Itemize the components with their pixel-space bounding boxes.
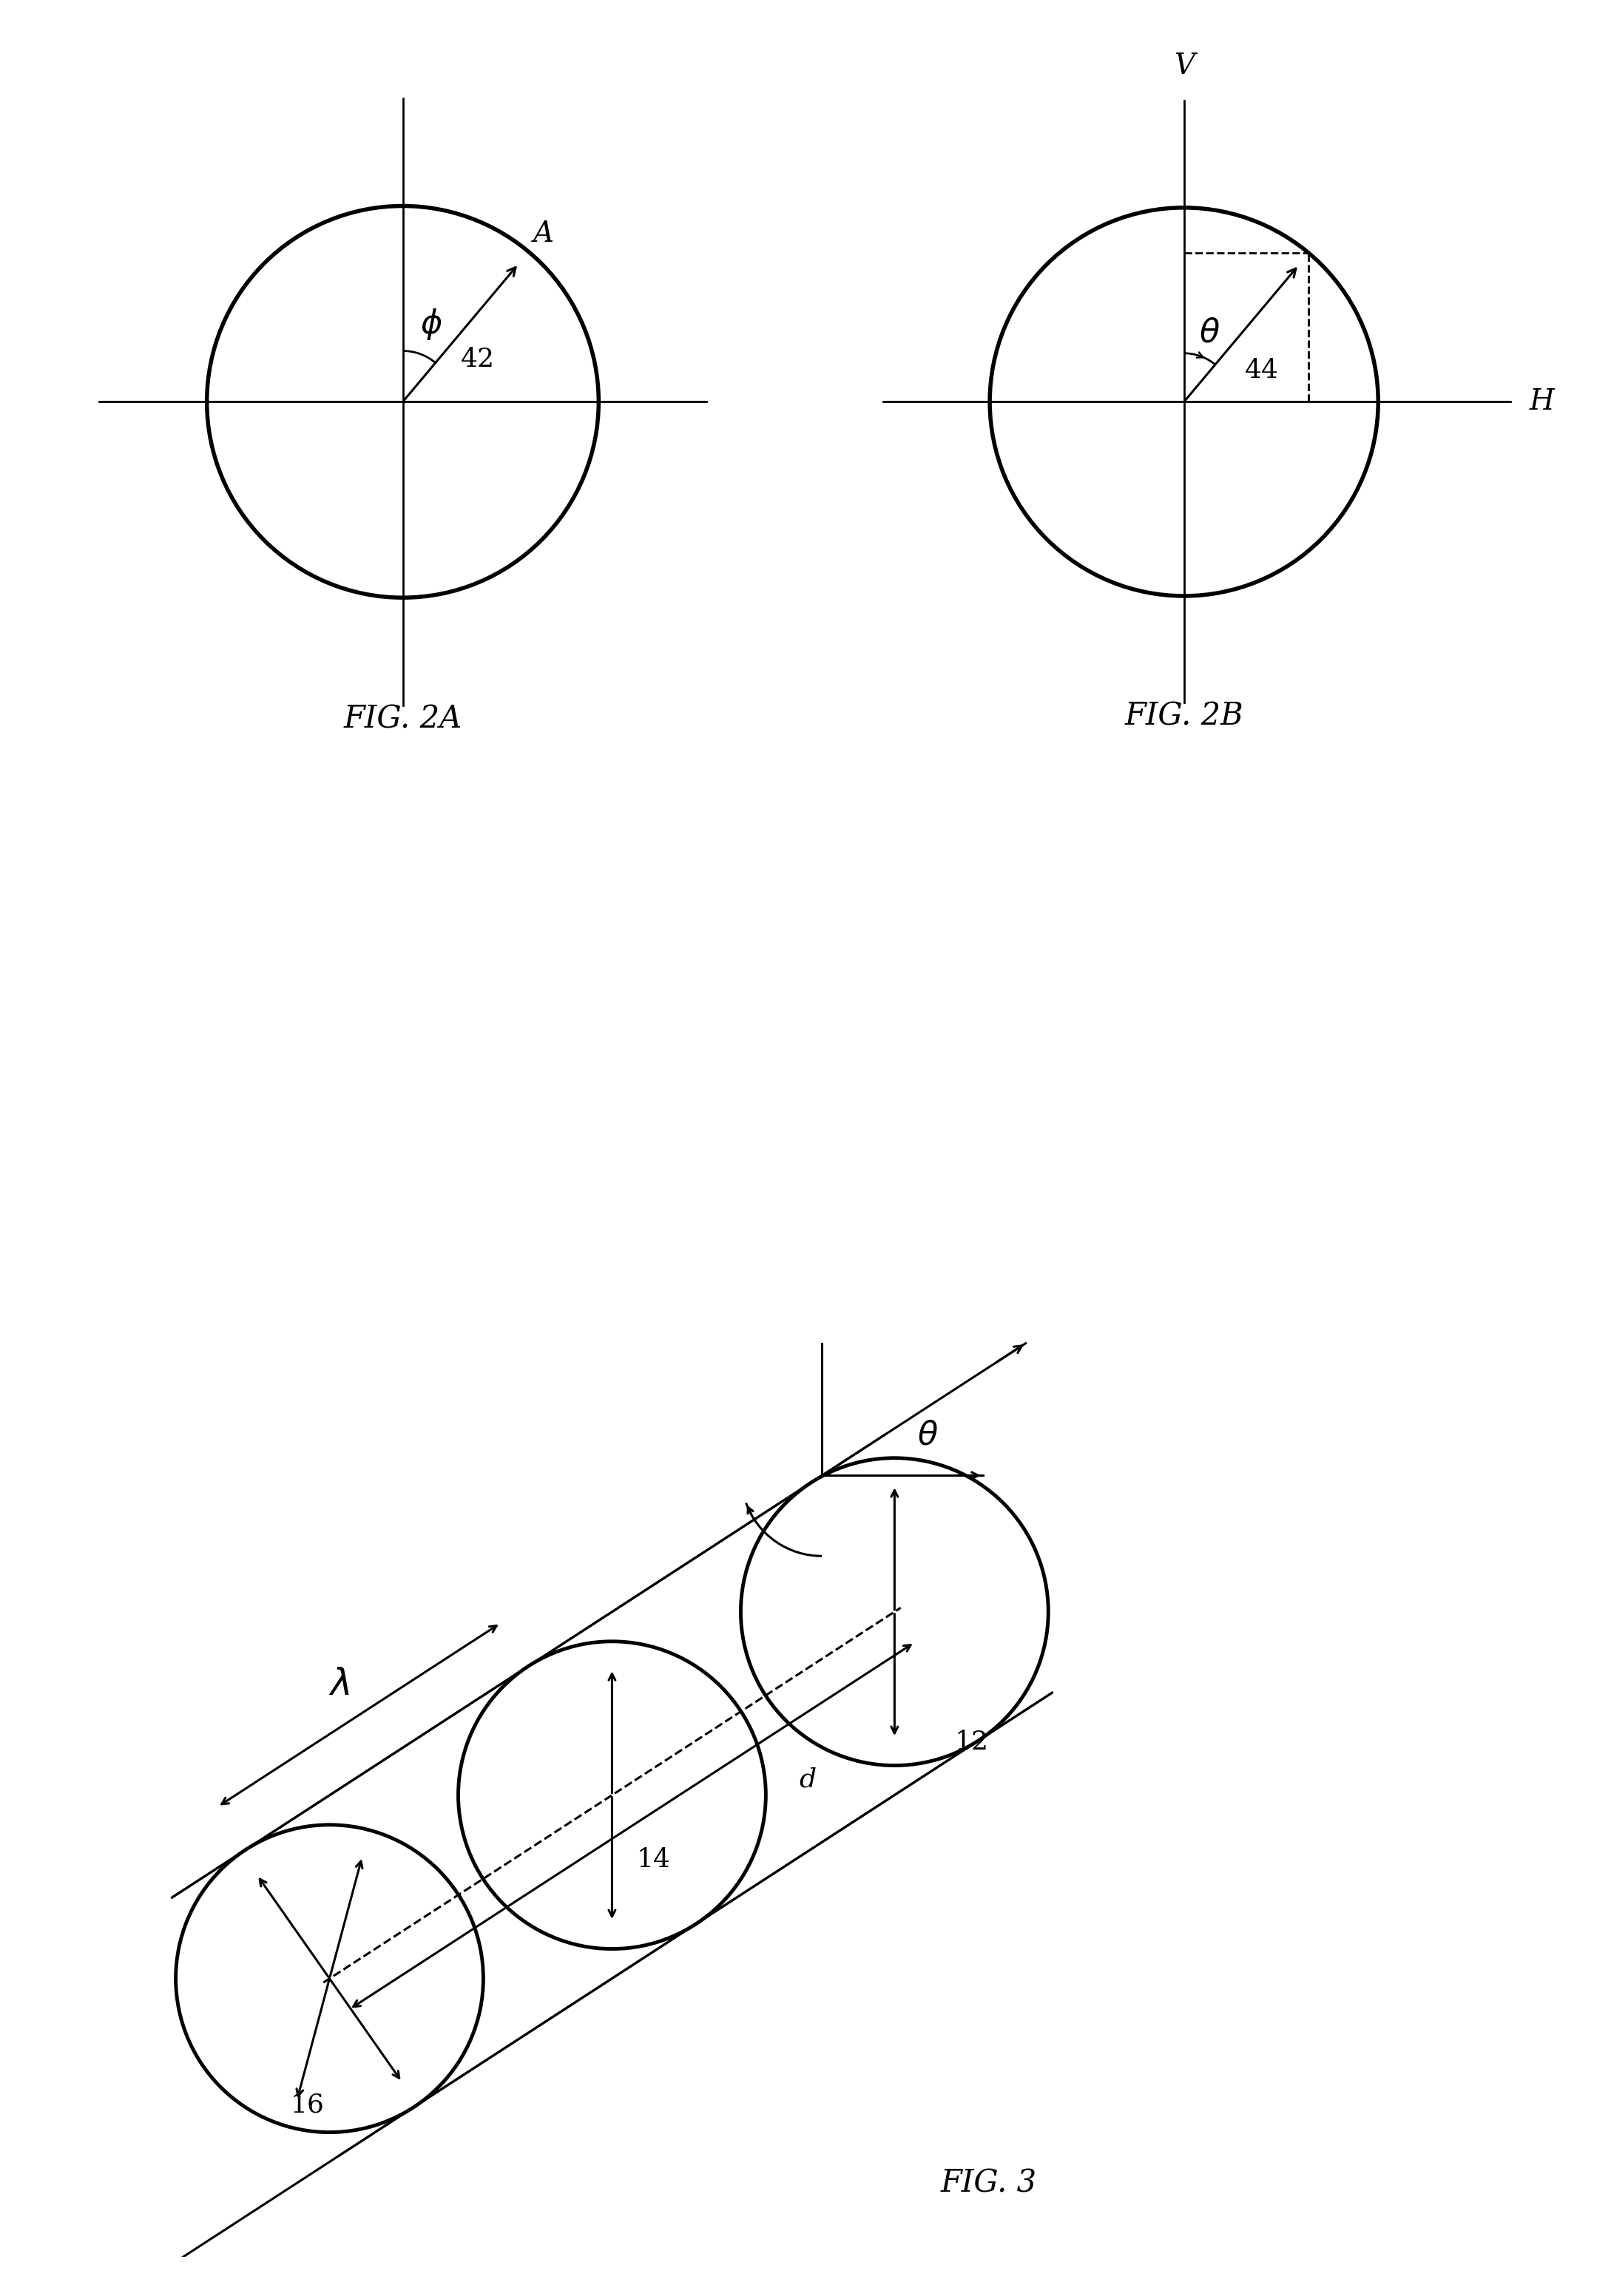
Text: $\theta$: $\theta$ [917,1419,939,1451]
Text: V: V [1173,53,1194,80]
Text: FIG. 2A: FIG. 2A [343,703,462,735]
Text: $\phi$: $\phi$ [420,308,441,342]
Text: $\lambda$: $\lambda$ [329,1667,350,1701]
Text: H: H [1530,388,1555,416]
Text: FIG. 2B: FIG. 2B [1124,700,1244,732]
Text: $\theta$: $\theta$ [1199,317,1220,349]
Text: 16: 16 [290,2092,324,2117]
Text: A: A [533,220,554,248]
Text: 12: 12 [954,1729,989,1754]
Text: 44: 44 [1245,358,1279,383]
Text: d: d [799,1768,817,1793]
Text: 14: 14 [636,1846,670,1871]
Text: 42: 42 [461,347,495,372]
Text: FIG. 3: FIG. 3 [941,2167,1037,2200]
